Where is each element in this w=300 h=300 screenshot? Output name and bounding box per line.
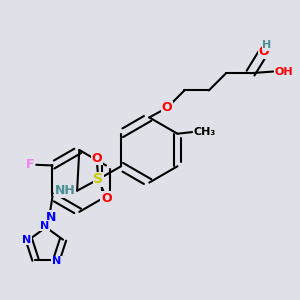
Text: N: N [22,235,31,245]
Text: H: H [262,40,272,50]
Text: S: S [93,172,103,186]
Text: CH₃: CH₃ [194,127,216,137]
Text: N: N [46,211,56,224]
Text: N: N [40,221,49,231]
Text: NH: NH [55,184,76,197]
Text: OH: OH [275,67,294,76]
Text: O: O [91,152,102,165]
Text: F: F [26,158,34,171]
Text: O: O [258,46,269,59]
Text: N: N [52,256,61,266]
Text: O: O [101,192,112,205]
Text: O: O [162,101,172,114]
